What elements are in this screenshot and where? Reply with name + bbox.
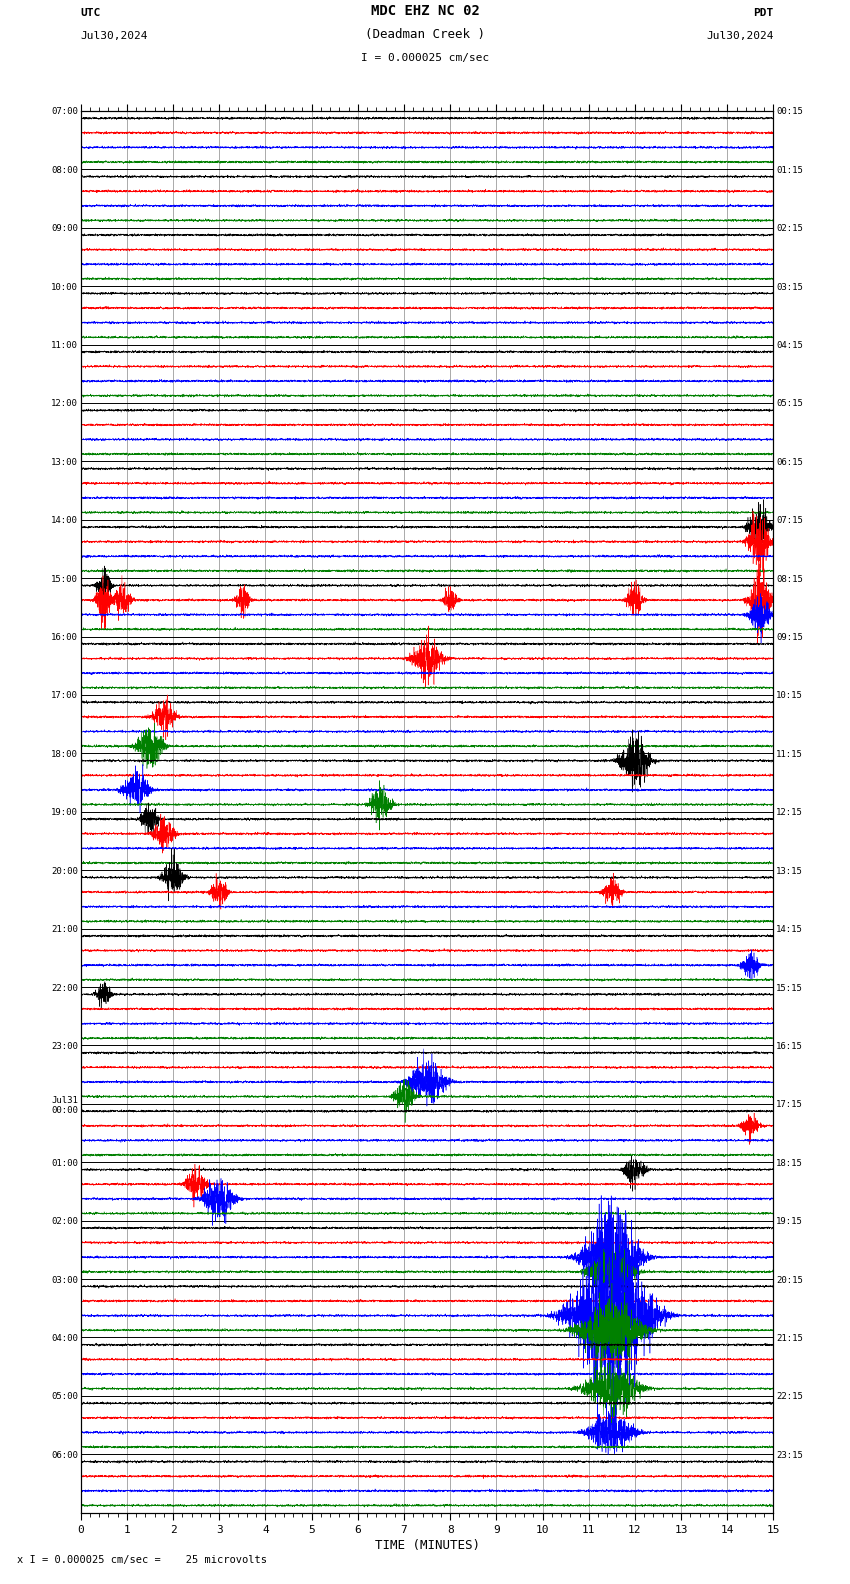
Text: I = 0.000025 cm/sec: I = 0.000025 cm/sec bbox=[361, 54, 489, 63]
Text: Jul30,2024: Jul30,2024 bbox=[706, 32, 774, 41]
X-axis label: TIME (MINUTES): TIME (MINUTES) bbox=[375, 1538, 479, 1552]
Text: Jul30,2024: Jul30,2024 bbox=[81, 32, 148, 41]
Text: (Deadman Creek ): (Deadman Creek ) bbox=[365, 29, 485, 41]
Text: UTC: UTC bbox=[81, 8, 101, 17]
Text: x I = 0.000025 cm/sec =    25 microvolts: x I = 0.000025 cm/sec = 25 microvolts bbox=[17, 1555, 267, 1565]
Text: MDC EHZ NC 02: MDC EHZ NC 02 bbox=[371, 5, 479, 17]
Text: PDT: PDT bbox=[753, 8, 774, 17]
